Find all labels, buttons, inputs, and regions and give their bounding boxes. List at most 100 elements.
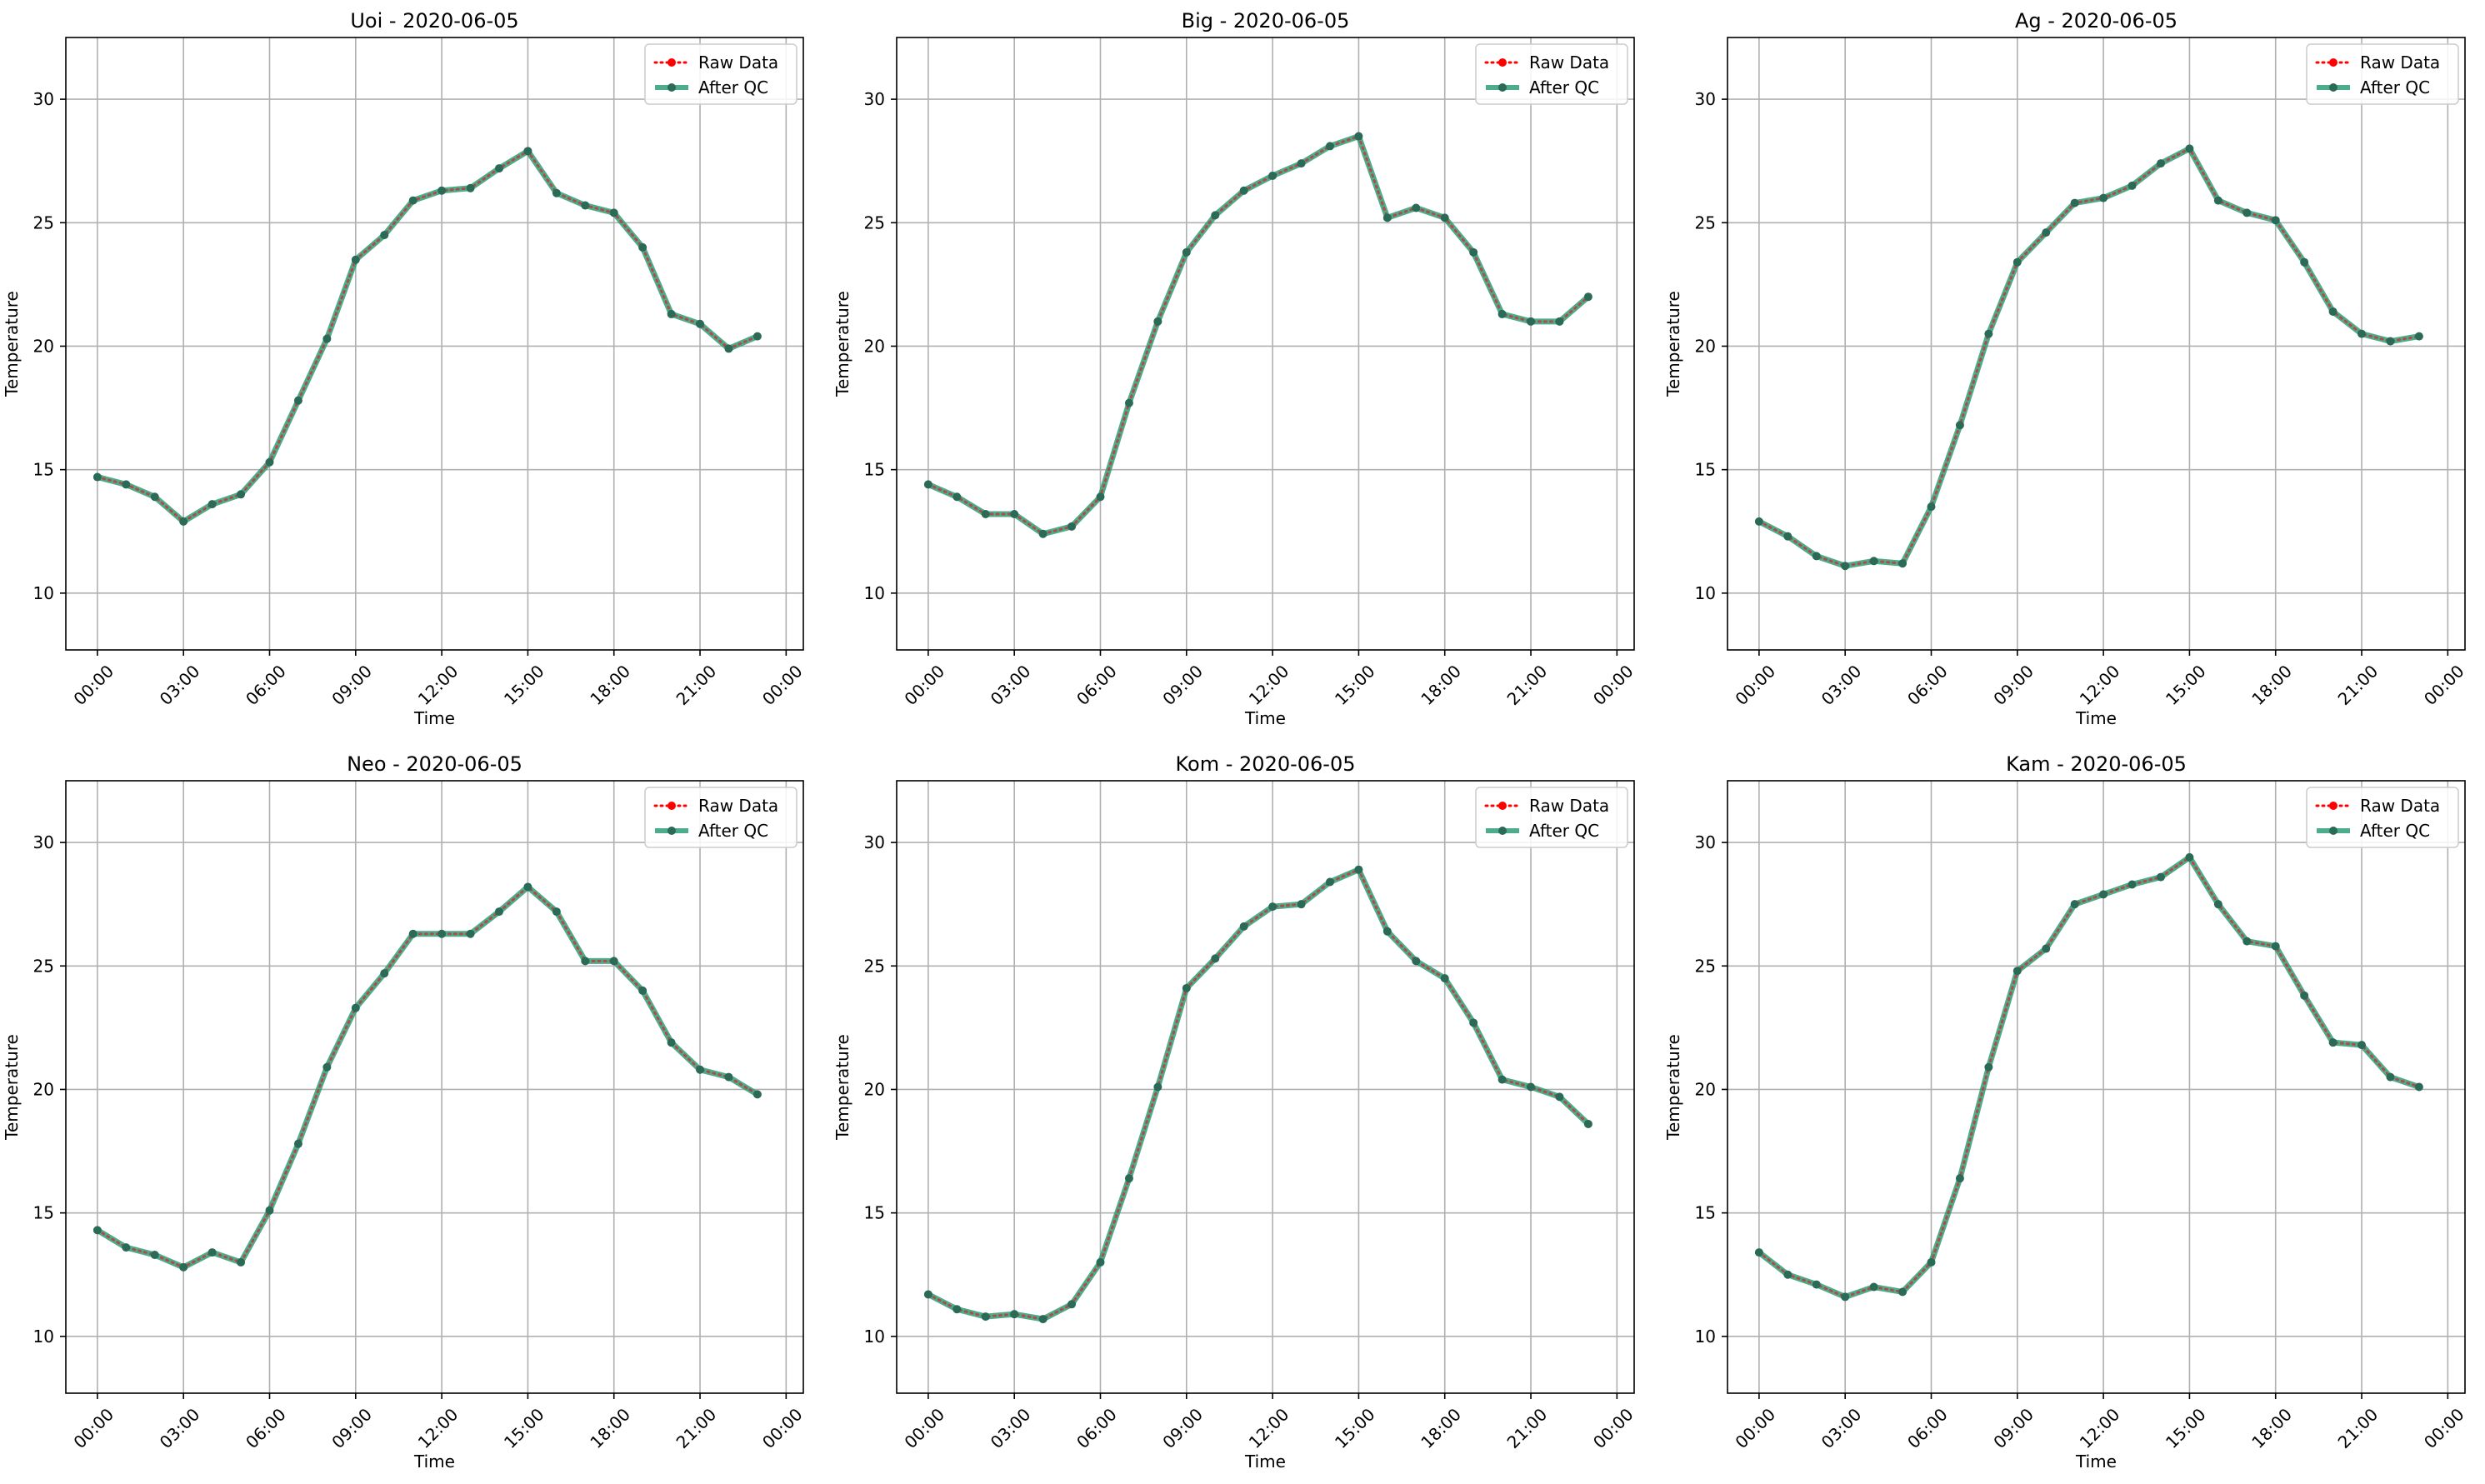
- legend: Raw Data After QC: [2306, 43, 2459, 105]
- legend-raw-data-marker: [1498, 58, 1507, 67]
- x-tick-label: 21:00: [2334, 1404, 2382, 1452]
- series-after-qc-line: [96, 883, 759, 1271]
- x-tick-label: 15:00: [500, 661, 548, 709]
- data-point: [1010, 1310, 1019, 1319]
- data-point: [952, 1305, 962, 1314]
- data-point: [2358, 329, 2367, 338]
- data-point: [2271, 942, 2280, 951]
- legend-after-qc-label: After QC: [698, 77, 768, 97]
- data-point: [380, 231, 389, 240]
- data-point: [2414, 332, 2423, 341]
- data-point: [1354, 865, 1363, 874]
- y-tick-label: 20: [33, 336, 54, 356]
- x-tick-label: 00:00: [758, 1404, 807, 1452]
- data-point: [1754, 517, 1763, 526]
- data-point: [2128, 880, 2137, 889]
- data-point: [1955, 1174, 1964, 1183]
- data-point: [1469, 247, 1478, 257]
- data-point: [1841, 562, 1850, 571]
- y-axis-label: Temperature: [1663, 291, 1683, 397]
- legend-raw-data-label: Raw Data: [2360, 796, 2440, 816]
- data-point: [1527, 1082, 1536, 1092]
- data-point: [408, 929, 418, 938]
- series-raw-data-line: [927, 134, 1590, 536]
- series-after-qc-line: [927, 133, 1591, 537]
- y-tick-label: 10: [33, 583, 54, 603]
- legend-raw-data-label: Raw Data: [2360, 52, 2440, 72]
- data-point: [2012, 967, 2022, 976]
- x-tick-label: 09:00: [1158, 661, 1207, 709]
- x-tick-label: 09:00: [1989, 661, 2038, 709]
- legend-after-qc-marker: [668, 827, 676, 835]
- data-point: [1412, 957, 1421, 966]
- data-point: [1583, 1119, 1592, 1128]
- plot-frame: [1727, 780, 2466, 1394]
- data-point: [1297, 159, 1306, 168]
- data-point: [1812, 1280, 1821, 1289]
- y-tick-label: 25: [33, 212, 54, 232]
- data-point: [2386, 337, 2395, 346]
- y-tick-label: 25: [864, 956, 885, 976]
- data-point: [1124, 1174, 1133, 1183]
- data-point: [609, 957, 618, 966]
- chart-title: Neo - 2020-06-05: [347, 752, 522, 776]
- plot-frame: [896, 37, 1635, 651]
- data-point: [179, 517, 188, 526]
- data-point: [2070, 900, 2079, 909]
- data-point: [1812, 552, 1821, 561]
- data-point: [552, 907, 561, 917]
- data-point: [2300, 257, 2309, 267]
- series-raw-data-line: [96, 149, 759, 523]
- legend-after-qc-label: After QC: [698, 821, 768, 841]
- legend-after-qc-label: After QC: [2360, 821, 2430, 841]
- data-point: [1239, 186, 1248, 195]
- data-point: [752, 1090, 762, 1099]
- x-tick-label: 06:00: [1903, 1404, 1952, 1452]
- data-point: [237, 490, 246, 499]
- legend-raw-data-marker: [668, 58, 676, 67]
- data-point: [92, 1226, 102, 1235]
- data-point: [609, 208, 618, 217]
- x-tick-label: 06:00: [1072, 661, 1121, 709]
- data-point: [2070, 198, 2079, 207]
- x-tick-label: 09:00: [328, 661, 376, 709]
- data-point: [466, 929, 475, 938]
- y-tick-label: 15: [1695, 1203, 1716, 1223]
- legend-raw-data-label: Raw Data: [698, 796, 778, 816]
- data-point: [2099, 193, 2108, 202]
- data-point: [2099, 890, 2108, 899]
- data-point: [466, 183, 475, 192]
- y-tick-label: 15: [864, 460, 885, 480]
- series-raw-data-line: [927, 867, 1590, 1321]
- x-tick-label: 03:00: [156, 1404, 204, 1452]
- legend-raw-data-label: Raw Data: [1529, 52, 1609, 72]
- data-point: [1927, 1257, 1936, 1267]
- x-tick-label: 00:00: [1589, 1404, 1638, 1452]
- x-tick-label: 21:00: [1503, 661, 1552, 709]
- legend-after-qc-label: After QC: [1529, 821, 1599, 841]
- data-point: [1527, 317, 1536, 326]
- data-point: [638, 986, 648, 995]
- data-point: [1783, 1270, 1792, 1279]
- series-raw-data-line: [1758, 855, 2421, 1299]
- data-point: [2300, 991, 2309, 1000]
- x-tick-label: 09:00: [1158, 1404, 1207, 1452]
- data-point: [2128, 181, 2137, 190]
- x-tick-label: 03:00: [1818, 1404, 1866, 1452]
- data-point: [1354, 132, 1363, 141]
- y-tick-label: 30: [1695, 832, 1716, 852]
- legend-raw-data-marker: [2329, 58, 2338, 67]
- data-point: [208, 1248, 217, 1257]
- chart-panel-2: 10 15 20 25 30 00:00 03:00 06:00 09:00 12:00 15:00…: [832, 9, 1638, 728]
- y-tick-label: 25: [1695, 956, 1716, 976]
- legend: Raw Data After QC: [644, 43, 798, 105]
- data-point: [1153, 1082, 1162, 1092]
- data-point: [1841, 1292, 1850, 1302]
- x-tick-label: 15:00: [1331, 1404, 1379, 1452]
- x-tick-label: 15:00: [1331, 661, 1379, 709]
- data-point: [438, 186, 447, 195]
- data-point: [1211, 954, 1220, 963]
- chart-panel-6: 10 15 20 25 30 00:00 03:00 06:00 09:00 12:00 15:00…: [1663, 752, 2468, 1472]
- data-point: [1268, 902, 1278, 912]
- data-point: [265, 457, 274, 467]
